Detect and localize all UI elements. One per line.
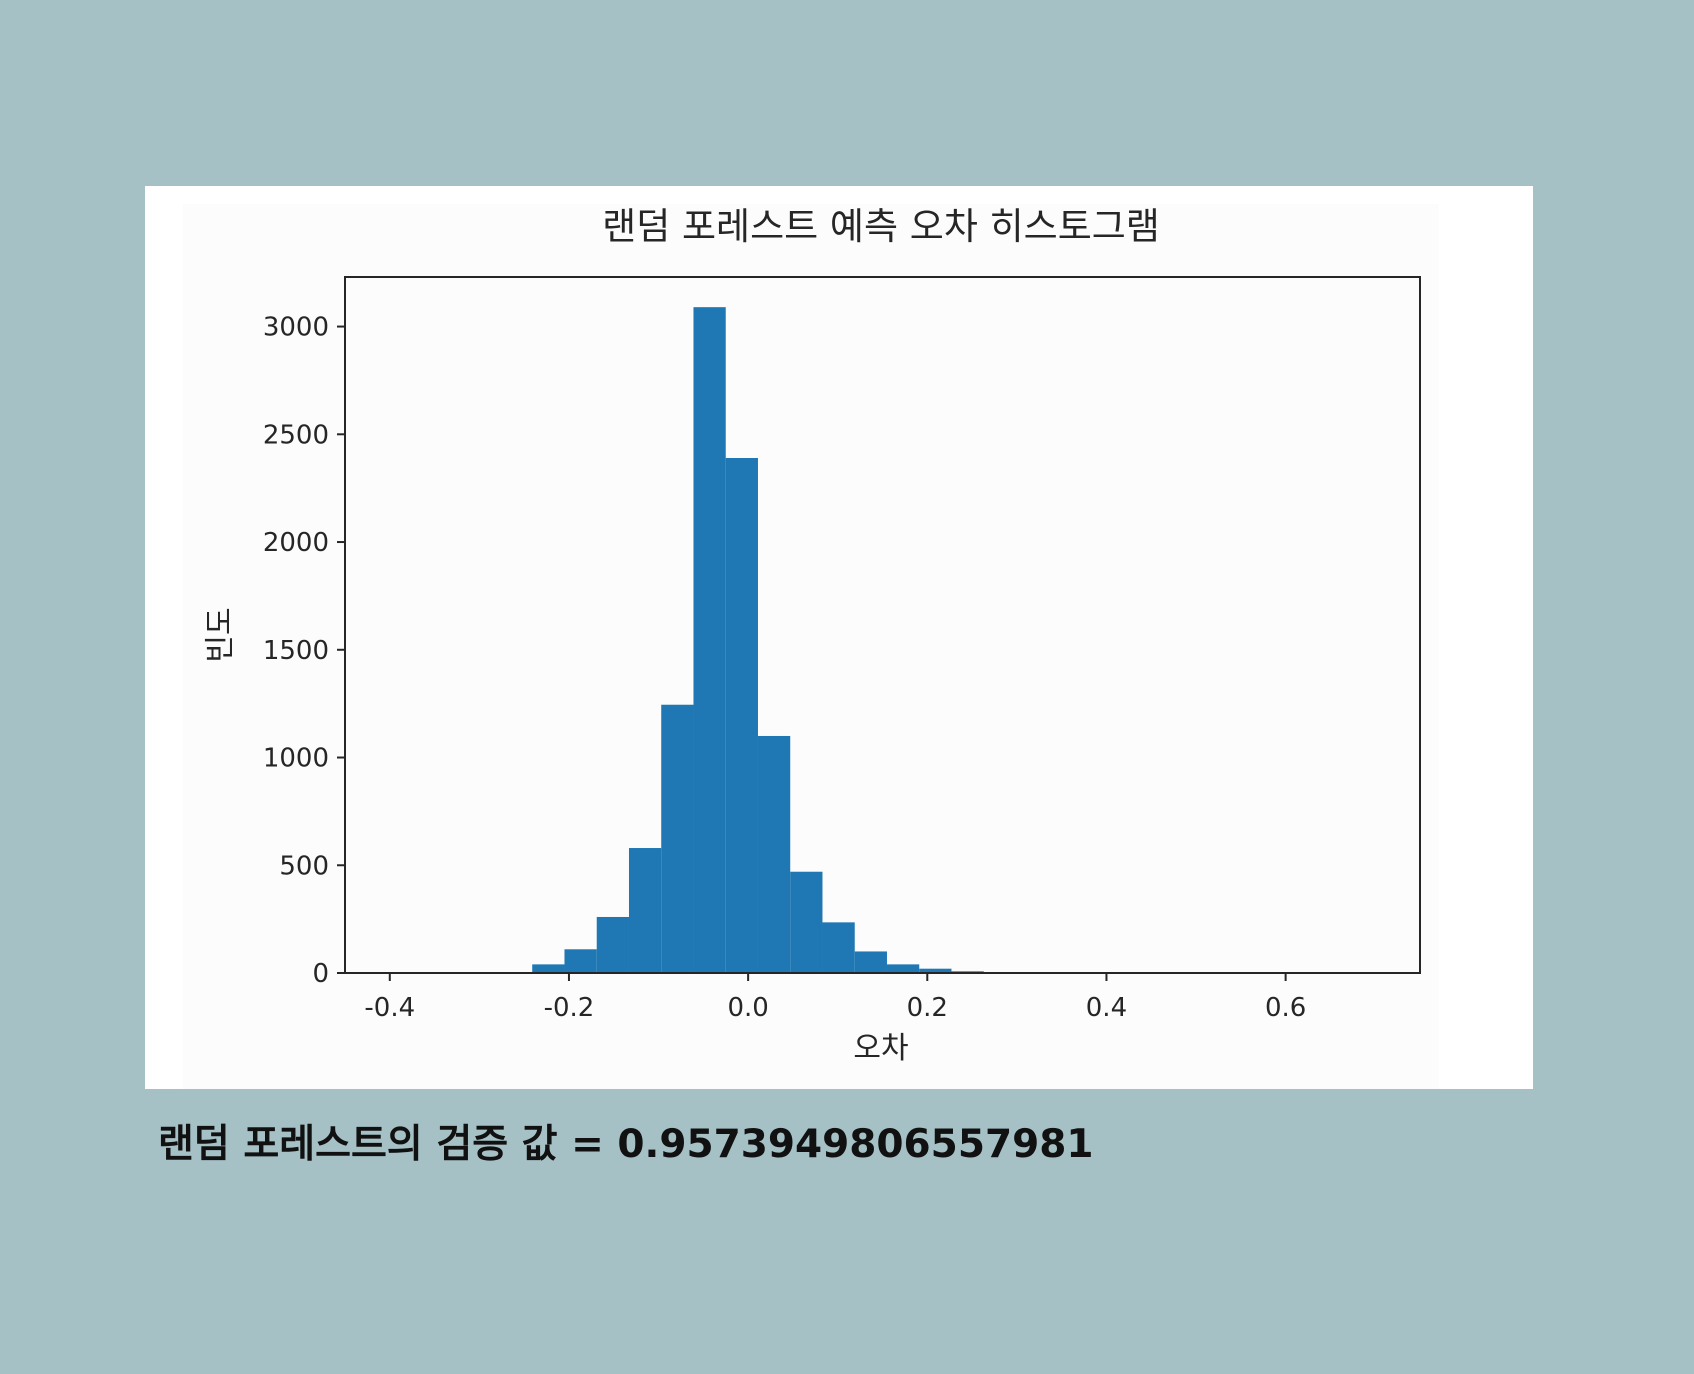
histogram-bar: [822, 922, 855, 973]
histogram-bar: [532, 964, 565, 973]
y-tick-label: 2500: [263, 420, 329, 450]
histogram-bar: [886, 964, 920, 973]
validation-score-text: 랜덤 포레스트의 검증 값 = 0.9573949806557981: [158, 1122, 1094, 1167]
y-tick-label: 1000: [263, 744, 329, 774]
plot-area-frame: [344, 276, 1421, 974]
histogram-bar: [693, 307, 726, 973]
x-tick-label: 0.0: [727, 993, 768, 1023]
y-tick-label: 0: [312, 959, 329, 989]
histogram-bar: [661, 704, 694, 973]
histogram-bars: [403, 307, 1371, 974]
histogram-bar: [854, 951, 887, 973]
histogram-bar: [725, 458, 758, 974]
x-tick-label: 0.2: [907, 993, 948, 1023]
histogram-bar: [564, 949, 597, 973]
x-tick-label: 0.4: [1086, 993, 1127, 1023]
y-tick-label: 500: [279, 851, 329, 881]
chart-title: 랜덤 포레스트 예측 오차 히스토그램: [602, 205, 1160, 248]
histogram-bar: [628, 848, 662, 973]
x-axis-ticks: -0.4 -0.2 0.0 0.2 0.4 0.6: [364, 973, 1306, 1023]
histogram-bar: [596, 916, 629, 973]
histogram-bar: [757, 735, 791, 973]
y-axis-ticks: 0 500 1000 1500 2000 2500 3000: [263, 313, 345, 989]
chart-figure: 랜덤 포레스트 예측 오차 히스토그램 -0.4 -0.2 0.0 0.2 0.4 0.6…: [145, 186, 1533, 1089]
x-axis-label: 오차: [853, 1031, 908, 1066]
histogram-bar: [919, 968, 952, 973]
y-axis-label: 빈도: [203, 607, 238, 662]
histogram-bar: [790, 871, 823, 973]
histogram-chart: 랜덤 포레스트 예측 오차 히스토그램 -0.4 -0.2 0.0 0.2 0.4 0.6…: [203, 205, 1421, 1066]
y-tick-label: 2000: [263, 528, 329, 558]
y-tick-label: 3000: [263, 313, 329, 343]
x-tick-label: -0.2: [544, 993, 595, 1023]
y-tick-label: 1500: [263, 636, 329, 666]
x-tick-label: 0.6: [1265, 993, 1306, 1023]
x-tick-label: -0.4: [364, 993, 415, 1023]
